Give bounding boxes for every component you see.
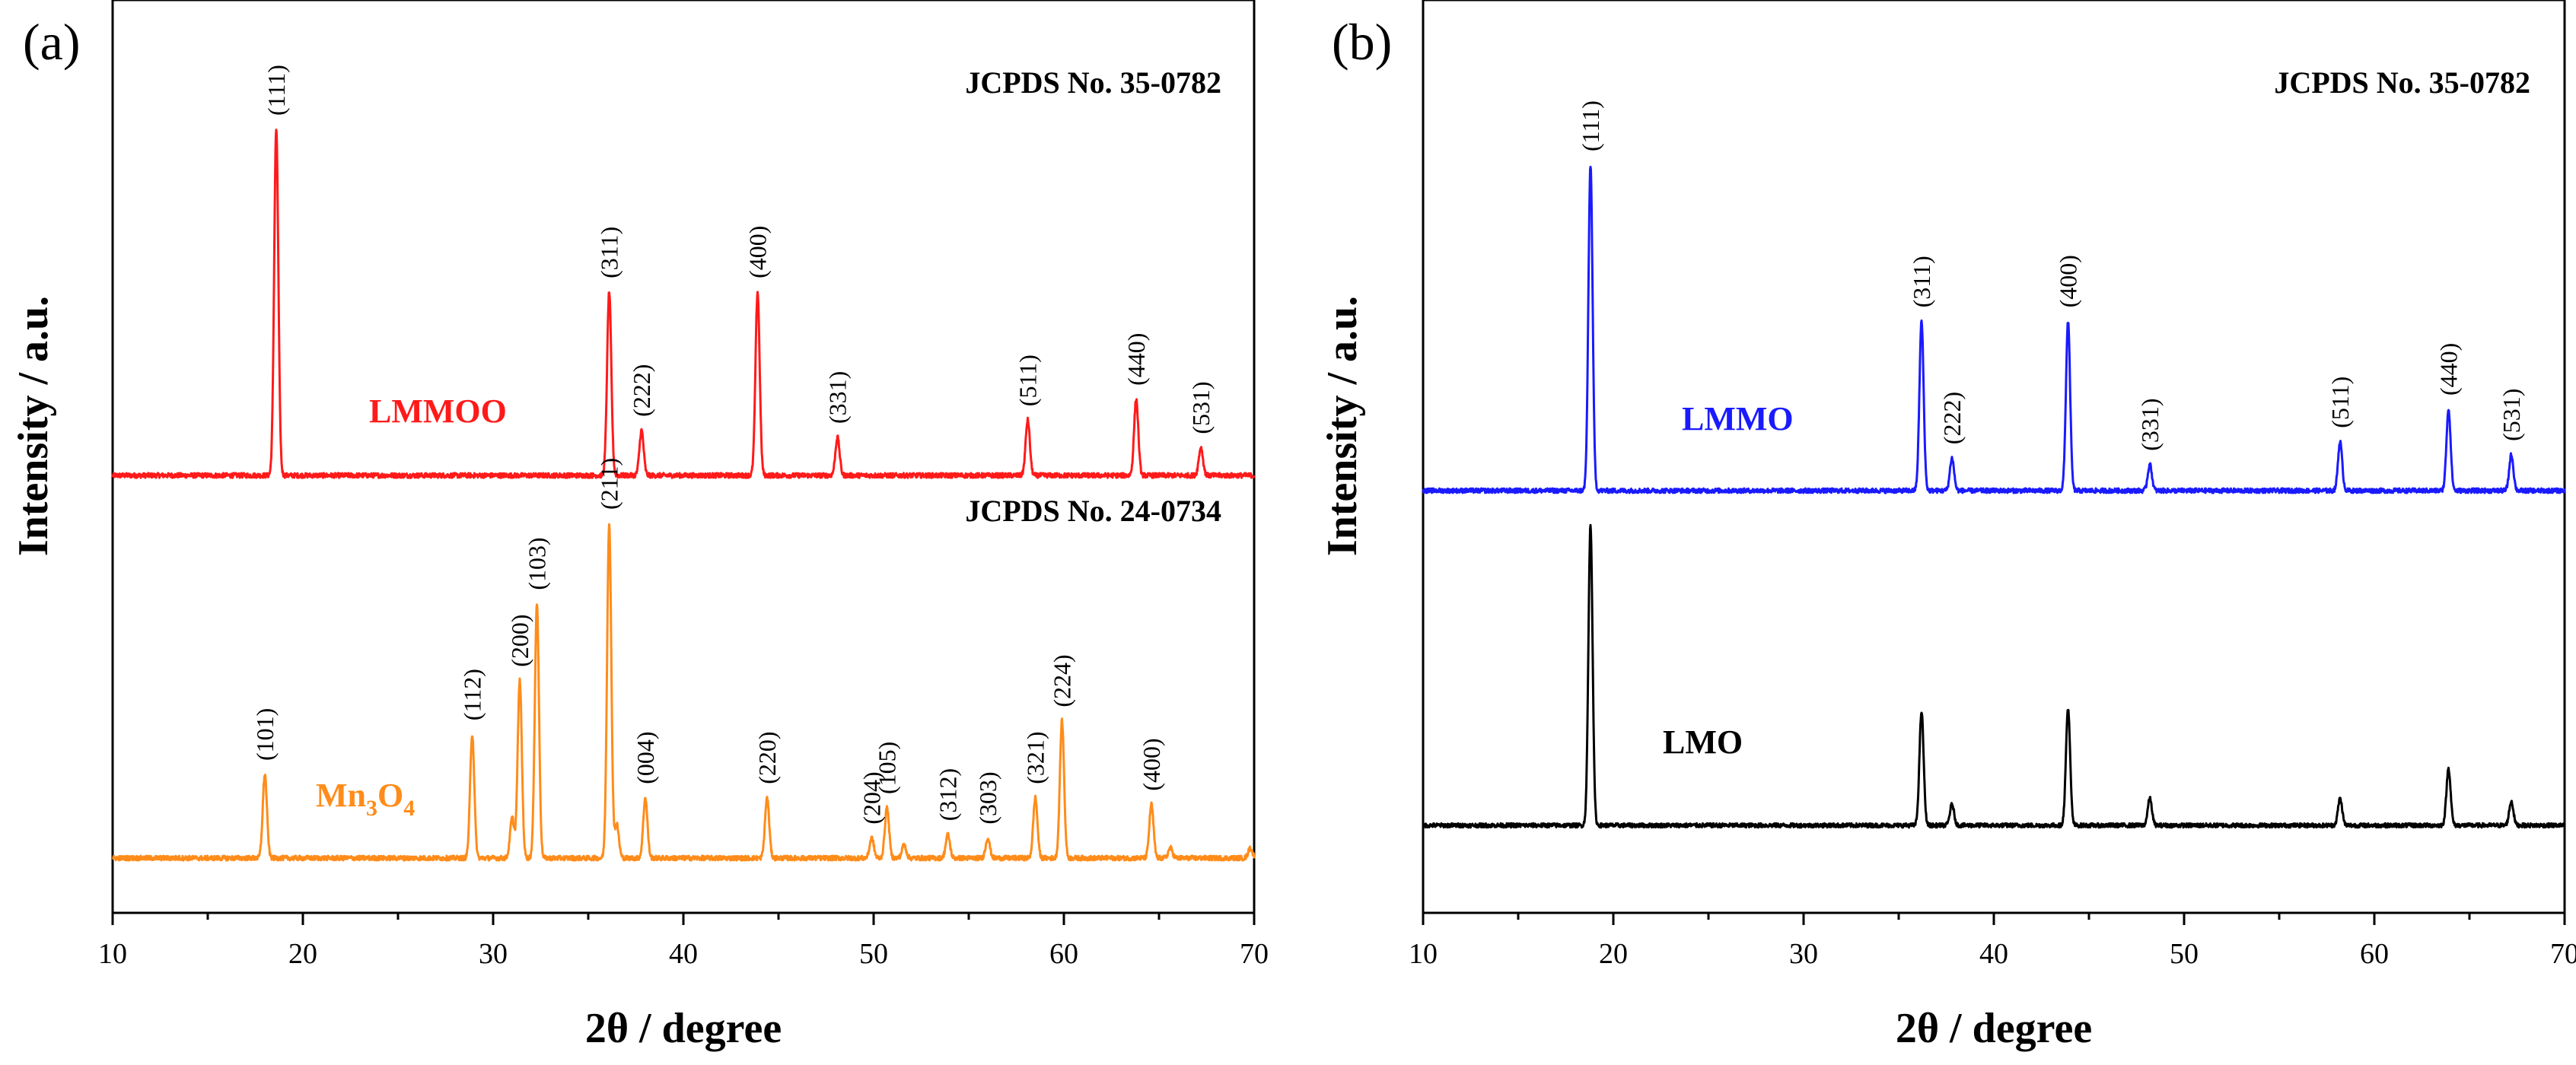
peak-label-mn3o4: (004) — [632, 731, 659, 784]
panel-a-x-axis-title: 2θ / degree — [585, 1005, 782, 1052]
x-tick-label: 40 — [669, 938, 698, 970]
peak-label-lmmoo: (222) — [628, 364, 655, 417]
peak-label-mn3o4: (211) — [596, 458, 623, 510]
x-tick-label: 50 — [2170, 938, 2199, 970]
x-tick-label: 20 — [1599, 938, 1628, 970]
x-tick-label: 60 — [1049, 938, 1078, 970]
peak-label-mn3o4: (312) — [935, 768, 962, 821]
panel-a-ticks: 10 20 30 40 50 60 70 — [98, 913, 1269, 970]
peak-label-lmmo: (311) — [1908, 256, 1935, 307]
peak-label-lmmo: (531) — [2498, 389, 2525, 441]
peak-label-lmmo: (440) — [2435, 343, 2463, 396]
x-tick-label: 20 — [288, 938, 317, 970]
series-line-lmmo — [1422, 165, 2566, 494]
peak-label-mn3o4: (321) — [1022, 731, 1049, 784]
series-line-mn3o4 — [112, 523, 1256, 862]
series-line-lmo — [1422, 523, 2566, 829]
panel-a-label: (a) — [23, 13, 80, 71]
panel-b-ticks: 10 20 30 40 50 60 70 — [1409, 913, 2576, 970]
peak-label-lmmo: (331) — [2136, 398, 2164, 450]
peak-label-lmmoo: (531) — [1187, 381, 1215, 434]
panel-b-series: LMMO (111) (311) (222) (400) (331) (511) (440) (… — [1422, 100, 2566, 829]
peak-label-mn3o4: (112) — [459, 669, 486, 720]
x-tick-label: 70 — [1240, 938, 1269, 970]
peak-label-mn3o4: (204) — [858, 771, 886, 824]
panel-a: (a) 2θ / degree Intensity / a.u. 10 20 30 4… — [10, 0, 1269, 1052]
x-tick-label: 50 — [859, 938, 888, 970]
peak-label-mn3o4: (200) — [506, 614, 533, 666]
series-label-lmmo: LMMO — [1682, 400, 1794, 437]
peak-label-mn3o4: (103) — [524, 537, 551, 590]
x-tick-label: 10 — [98, 938, 127, 970]
panel-a-reference-mn3o4: JCPDS No. 24-0734 — [965, 494, 1221, 528]
panel-a-axes-frame — [111, 0, 1256, 914]
peak-label-lmmoo: (511) — [1014, 354, 1042, 406]
peak-label-lmmoo: (311) — [595, 227, 623, 278]
x-tick-label: 30 — [1789, 938, 1818, 970]
peak-label-mn3o4: (224) — [1049, 654, 1076, 707]
peak-label-lmmoo: (331) — [823, 371, 851, 424]
peak-label-mn3o4: (105) — [874, 742, 901, 794]
peak-label-lmmoo: (440) — [1122, 333, 1150, 386]
series-line-lmmoo — [111, 129, 1256, 479]
series-label-lmo: LMO — [1663, 723, 1743, 761]
x-tick-label: 10 — [1409, 938, 1438, 970]
peak-label-lmmo: (222) — [1938, 392, 1966, 444]
panel-a-series: LMMOO (111) (311) (222) (400) (331) (511) (440)… — [111, 65, 1256, 862]
series-label-lmmoo: LMMOO — [369, 393, 507, 430]
peak-label-lmmo: (400) — [2055, 255, 2082, 307]
panel-b: (b) 2θ / degree Intensity / a.u. 10 20 30 4… — [1319, 0, 2576, 1052]
panel-a-y-axis-title: Intensity / a.u. — [10, 296, 57, 556]
peak-label-lmmo: (111) — [1577, 100, 1604, 151]
peak-label-mn3o4: (220) — [753, 731, 781, 784]
peak-label-mn3o4: (303) — [974, 771, 1001, 824]
panel-b-label: (b) — [1332, 13, 1392, 71]
peak-label-mn3o4: (101) — [251, 708, 279, 761]
peak-label-lmmoo: (400) — [744, 226, 771, 278]
x-tick-label: 30 — [479, 938, 508, 970]
series-label-mn3o4: Mn3O4 — [316, 777, 415, 821]
peak-label-mn3o4: (400) — [1138, 738, 1165, 790]
x-tick-label: 70 — [2550, 938, 2576, 970]
panel-b-x-axis-title: 2θ / degree — [1896, 1005, 2092, 1052]
panel-b-reference-lmmo: JCPDS No. 35-0782 — [2274, 65, 2530, 100]
x-tick-label: 60 — [2360, 938, 2389, 970]
peak-label-lmmoo: (111) — [263, 65, 290, 116]
panel-a-reference-lmmoo: JCPDS No. 35-0782 — [965, 65, 1221, 100]
panel-b-y-axis-title: Intensity / a.u. — [1319, 296, 1366, 556]
peak-label-lmmo: (511) — [2326, 377, 2354, 428]
x-tick-label: 40 — [1979, 938, 2008, 970]
